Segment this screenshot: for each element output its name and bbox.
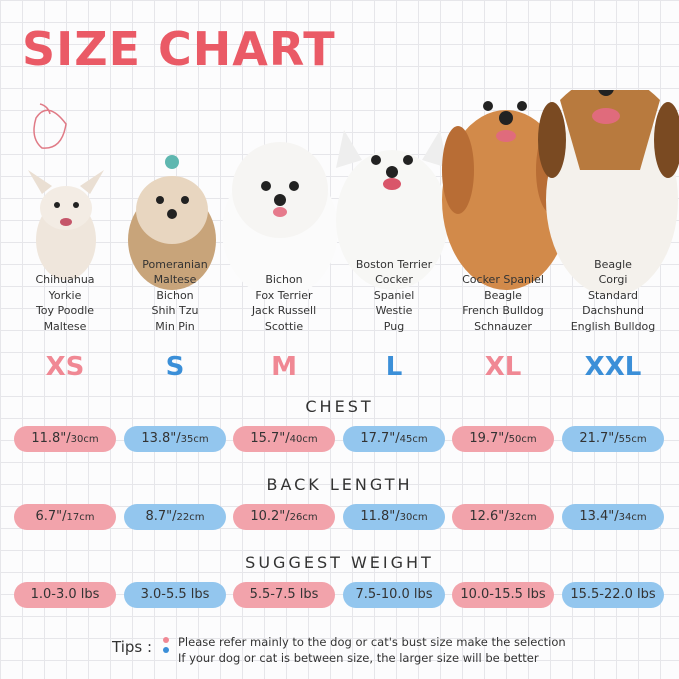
size-label: S bbox=[165, 352, 185, 382]
section-heading: BACK LENGTH bbox=[266, 475, 413, 494]
inch-value: 6.7"/ bbox=[35, 509, 67, 524]
size-label: XS bbox=[45, 352, 85, 382]
weight-pill: 5.5-7.5 lbs bbox=[233, 582, 335, 608]
cm-value: 30cm bbox=[70, 434, 99, 445]
breed: Cocker bbox=[375, 273, 413, 286]
section-heading: SUGGEST WEIGHT bbox=[245, 553, 434, 572]
breed: Spaniel bbox=[373, 288, 415, 302]
cm-value: 35cm bbox=[180, 434, 209, 445]
breed-list: Beagle Corgi Standard Dachshund English Bull… bbox=[553, 257, 673, 335]
weight-pill: 7.5-10.0 lbs bbox=[343, 582, 445, 608]
measure-pill: 11.8"/30cm bbox=[14, 426, 116, 452]
size-label: XL bbox=[484, 352, 522, 382]
inch-value: 15.7"/ bbox=[250, 431, 290, 446]
weight-pill: 10.0-15.5 lbs bbox=[452, 582, 554, 608]
title: SIZE CHART bbox=[22, 22, 336, 76]
breed: Beagle bbox=[594, 257, 632, 271]
cm-value: 32cm bbox=[508, 512, 537, 523]
section-heading: CHEST bbox=[305, 397, 374, 416]
inch-value: 12.6"/ bbox=[469, 509, 509, 524]
cm-value: 30cm bbox=[399, 512, 428, 523]
measure-pill: 8.7"/22cm bbox=[124, 504, 226, 530]
breed: English Bulldog bbox=[570, 319, 656, 333]
measure-pill: 10.2"/26cm bbox=[233, 504, 335, 530]
weight-pill: 15.5-22.0 lbs bbox=[562, 582, 664, 608]
breed: Cocker Spaniel bbox=[462, 273, 544, 286]
tips-label: Tips : bbox=[112, 638, 153, 656]
inch-value: 8.7"/ bbox=[145, 509, 177, 524]
tip-bullets bbox=[163, 637, 169, 653]
measure-pill: 19.7"/50cm bbox=[452, 426, 554, 452]
breed: Bichon bbox=[265, 273, 303, 286]
measure-pill: 6.7"/17cm bbox=[14, 504, 116, 530]
breed: Jack Russell bbox=[251, 304, 317, 317]
measure-pill: 13.8"/35cm bbox=[124, 426, 226, 452]
breed: Boston Terrier bbox=[355, 257, 433, 271]
breed: Bichon bbox=[156, 288, 194, 302]
tip-line: If your dog or cat is between size, the … bbox=[178, 651, 539, 665]
breed: Scottie bbox=[264, 319, 304, 333]
breed: Pomeranian bbox=[142, 257, 208, 271]
breed: Yorkie bbox=[48, 288, 82, 302]
measure-pill: 15.7"/40cm bbox=[233, 426, 335, 452]
cm-value: 26cm bbox=[289, 512, 318, 523]
breed: Chihuahua bbox=[35, 273, 95, 286]
cm-value: 34cm bbox=[618, 512, 647, 523]
measure-pill: 12.6"/32cm bbox=[452, 504, 554, 530]
weight-pill: 1.0-3.0 lbs bbox=[14, 582, 116, 608]
inch-value: 13.8"/ bbox=[141, 431, 181, 446]
breed-list: Cocker Spaniel Beagle French Bulldog Schnau… bbox=[443, 272, 563, 334]
weight-pill: 3.0-5.5 lbs bbox=[124, 582, 226, 608]
inch-value: 21.7"/ bbox=[579, 431, 619, 446]
inch-value: 19.7"/ bbox=[469, 431, 509, 446]
breed: Shih Tzu bbox=[151, 304, 199, 317]
breed-list: Bichon Fox Terrier Jack Russell Scottie bbox=[224, 272, 344, 334]
measure-pill: 17.7"/45cm bbox=[343, 426, 445, 452]
cm-value: 55cm bbox=[618, 434, 647, 445]
breed-list: Boston Terrier Cocker Spaniel Westie Pug bbox=[334, 257, 454, 335]
breed: Standard bbox=[587, 288, 639, 302]
tip-line: Please refer mainly to the dog or cat's … bbox=[178, 635, 566, 649]
size-label: M bbox=[271, 352, 297, 382]
cm-value: 50cm bbox=[508, 434, 537, 445]
breed: Beagle bbox=[484, 288, 522, 302]
inch-value: 10.2"/ bbox=[250, 509, 290, 524]
size-label: L bbox=[385, 352, 403, 382]
cm-value: 45cm bbox=[399, 434, 428, 445]
dog-photos bbox=[28, 90, 679, 298]
inch-value: 11.8"/ bbox=[31, 431, 71, 446]
inch-value: 17.7"/ bbox=[360, 431, 400, 446]
breed: Min Pin bbox=[155, 319, 195, 333]
breed: French Bulldog bbox=[462, 304, 544, 317]
breed: Schnauzer bbox=[474, 319, 532, 333]
breed-list: Chihuahua Yorkie Toy Poodle Maltese bbox=[5, 272, 125, 334]
cm-value: 22cm bbox=[176, 512, 205, 523]
breed: Westie bbox=[375, 304, 413, 317]
breed: Maltese bbox=[43, 319, 87, 333]
cm-value: 40cm bbox=[289, 434, 318, 445]
inch-value: 13.4"/ bbox=[579, 509, 619, 524]
breed: Pug bbox=[383, 319, 405, 333]
measure-pill: 13.4"/34cm bbox=[562, 504, 664, 530]
breed: Dachshund bbox=[582, 304, 644, 317]
cm-value: 17cm bbox=[66, 512, 95, 523]
breed: Fox Terrier bbox=[255, 288, 313, 302]
breed: Corgi bbox=[598, 273, 628, 286]
inch-value: 11.8"/ bbox=[360, 509, 400, 524]
breed: Toy Poodle bbox=[35, 304, 95, 317]
breed-list: Pomeranian Maltese Bichon Shih Tzu Min Pin bbox=[115, 257, 235, 335]
breed: Maltese bbox=[153, 273, 197, 286]
size-label: XXL bbox=[584, 352, 642, 382]
measure-pill: 11.8"/30cm bbox=[343, 504, 445, 530]
measure-pill: 21.7"/55cm bbox=[562, 426, 664, 452]
